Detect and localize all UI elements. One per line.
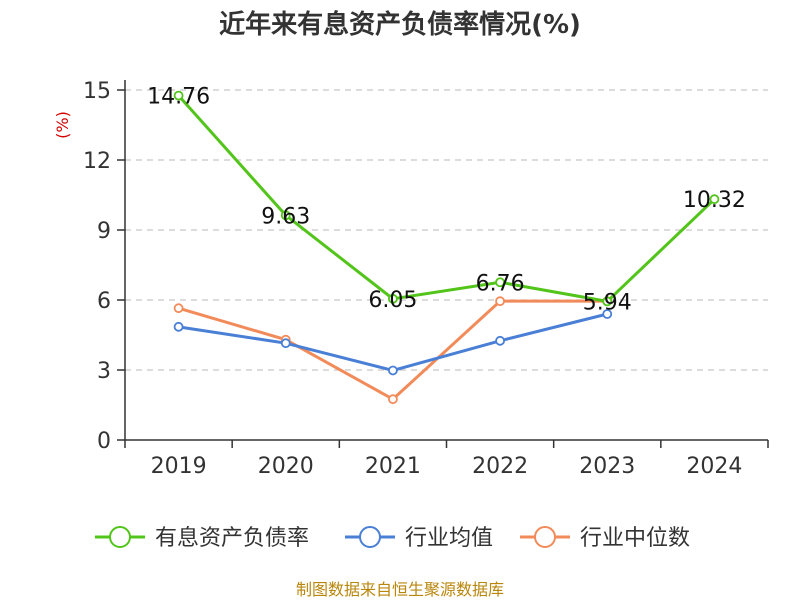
data-point[interactable] [388,394,398,405]
x-tick-label: 2024 [686,454,742,479]
data-point[interactable] [602,309,613,319]
data-point[interactable] [173,90,184,101]
legend-item[interactable]: 有息资产负债率 [95,526,309,551]
data-labels: 14.76 9.63 6.05 6.76 5.94 10.32 [147,85,746,316]
data-label: 5.94 [583,290,632,315]
series-lines [173,90,720,405]
chart-title: 近年来有息资产负债率情况(%) [219,9,581,40]
y-tick-label: 15 [83,79,111,104]
y-tick-label: 6 [97,289,111,314]
data-label: 14.76 [147,85,210,110]
data-label: 6.76 [476,271,525,296]
data-label: 6.05 [368,288,417,313]
x-tick-label: 2023 [579,454,635,479]
y-tick-label: 12 [83,149,111,174]
series-line [178,299,608,402]
data-point[interactable] [388,293,398,304]
grid-lines [125,89,768,371]
data-point[interactable] [602,296,613,307]
x-tick-label: 2020 [258,454,314,479]
data-label: 10.32 [683,188,746,213]
data-point[interactable] [709,194,720,205]
y-tick-label: 9 [97,219,111,244]
data-point[interactable] [495,277,505,288]
legend-marker [359,526,381,548]
x-tick-label: 2022 [472,454,528,479]
data-point[interactable] [280,338,291,349]
x-tick-label: 2019 [151,454,207,479]
legend-marker [534,526,556,548]
legend-label: 行业均值 [405,526,493,551]
x-tick-label: 2021 [365,454,421,479]
legend-item[interactable]: 行业均值 [345,526,493,551]
data-point[interactable] [495,335,505,346]
data-point[interactable] [388,365,398,376]
legend[interactable]: 有息资产负债率 行业均值 行业中位数 [95,526,690,551]
legend-label: 行业中位数 [580,526,690,551]
data-label: 9.63 [261,204,310,229]
legend-item[interactable]: 行业中位数 [520,526,690,551]
data-point[interactable] [495,296,505,307]
axes: 0 3 6 9 12 15 2019 2020 2021 2022 2023 2024 [83,79,769,479]
y-tick-label: 3 [97,359,111,384]
data-point[interactable] [173,321,184,332]
series-line [178,312,608,373]
source-note: 制图数据来自恒生聚源数据库 [296,580,504,599]
y-axis-label: (%) [53,111,72,139]
series-line [177,94,716,304]
legend-marker [109,526,131,548]
data-point[interactable] [173,303,184,314]
y-tick-label: 0 [97,429,111,454]
data-point[interactable] [280,210,291,221]
legend-label: 有息资产负债率 [155,526,309,551]
